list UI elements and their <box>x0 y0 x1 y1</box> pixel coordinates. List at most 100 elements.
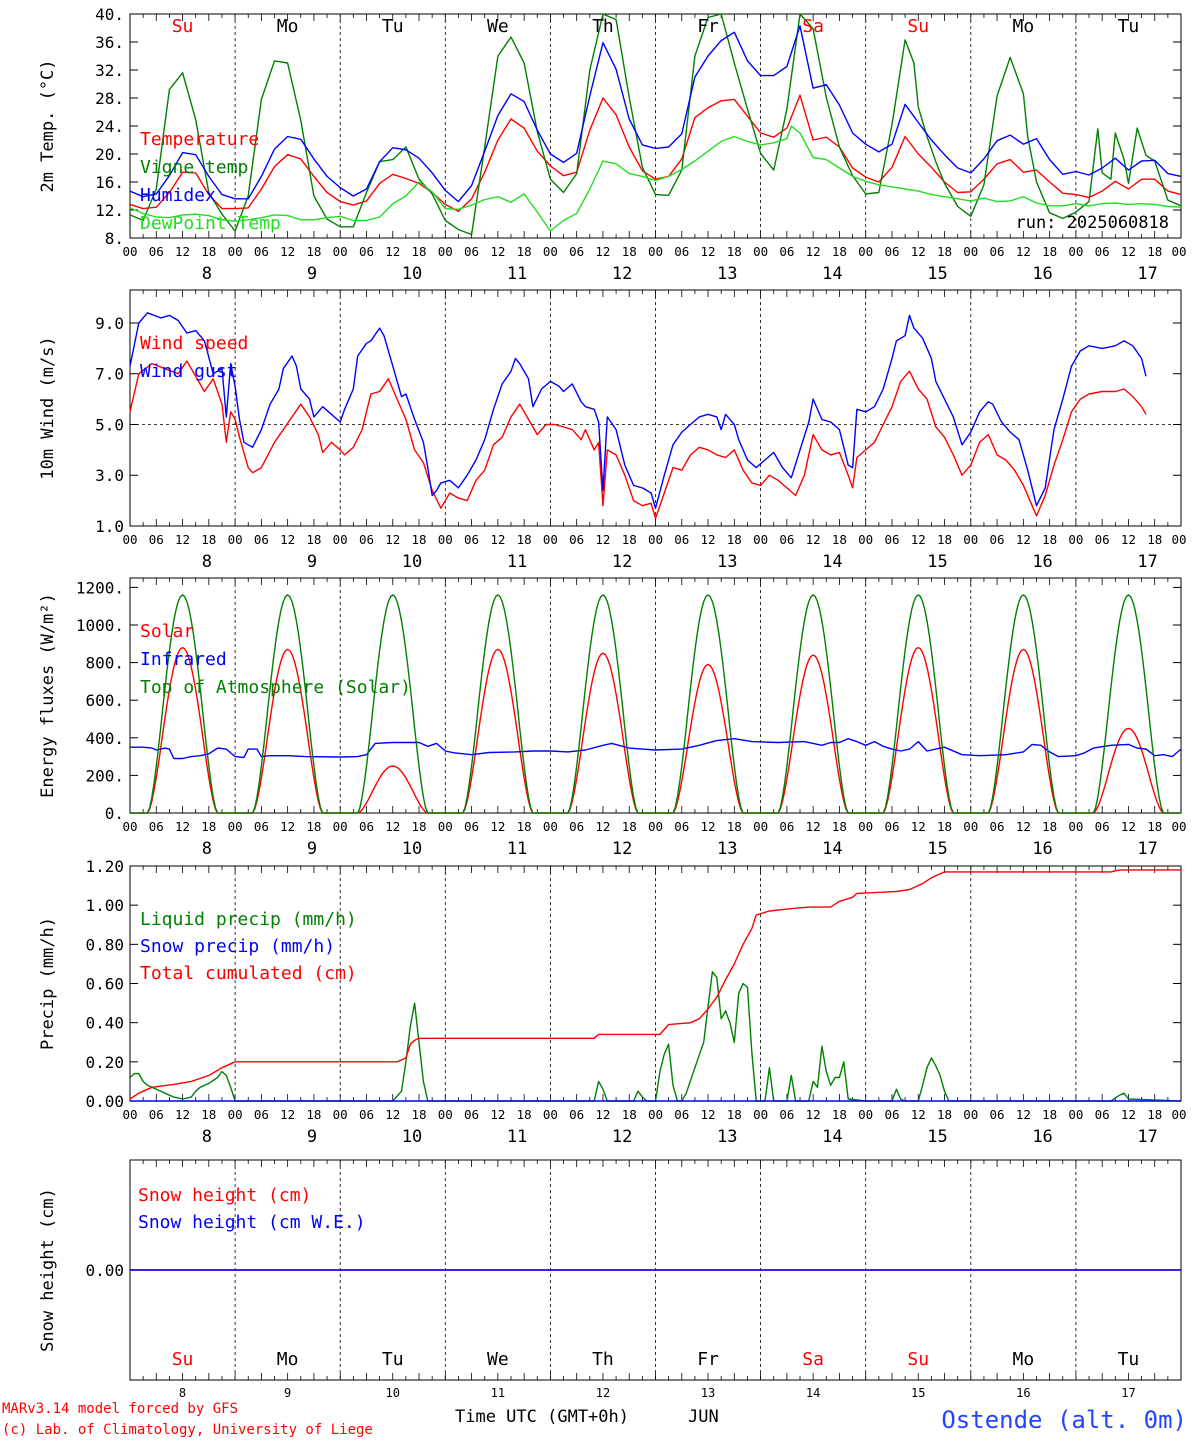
date-label: 13 <box>717 839 737 859</box>
hour-tick-label: 00 <box>648 532 663 547</box>
hour-tick-label: 06 <box>1095 244 1110 259</box>
hour-tick-label: 06 <box>884 1107 899 1122</box>
hour-tick-label: 06 <box>149 819 164 834</box>
hour-tick-label: 18 <box>1042 244 1057 259</box>
hour-tick-label: 00 <box>1171 819 1186 834</box>
hour-tick-label: 12 <box>385 1107 400 1122</box>
panel-4: 0.00 Snow height (cm) Snow height (cm) Snow… <box>38 1159 1182 1400</box>
panel-2: 0. 200. 400. 600. 800. 1000. 1200. Energy fluxe… <box>38 577 1187 859</box>
hour-tick-label: 12 <box>701 532 716 547</box>
hour-tick-label: 00 <box>1068 819 1083 834</box>
hour-tick-label: 00 <box>228 1107 243 1122</box>
hour-tick-label: 18 <box>411 532 426 547</box>
weekday-label: Sa <box>802 1349 824 1370</box>
weekday-label: Th <box>592 16 614 37</box>
hour-tick-label: 12 <box>280 244 295 259</box>
date-label: 9 <box>307 264 317 284</box>
hour-tick-label: 06 <box>779 819 794 834</box>
y-tick-label: 3.0 <box>95 466 124 485</box>
hour-tick-label: 12 <box>1016 532 1031 547</box>
hour-tick-label: 06 <box>254 819 269 834</box>
hour-tick-label: 00 <box>963 532 978 547</box>
date-label: 17 <box>1137 552 1157 572</box>
series-line-1 <box>130 738 1182 760</box>
hour-tick-label: 00 <box>753 1107 768 1122</box>
hour-tick-label: 12 <box>490 819 505 834</box>
hour-tick-label: 18 <box>306 819 321 834</box>
hour-tick-label: 12 <box>385 244 400 259</box>
y-axis-label: 10m Wind (m/s) <box>38 336 58 479</box>
legend-entry: Snow height (cm W.E.) <box>138 1212 366 1233</box>
hour-tick-label: 06 <box>359 244 374 259</box>
hour-tick-label: 12 <box>806 1107 821 1122</box>
hour-tick-label: 18 <box>1147 244 1162 259</box>
date-label: 17 <box>1137 1127 1157 1147</box>
date-label: 10 <box>402 264 422 284</box>
hour-tick-label: 12 <box>806 819 821 834</box>
hour-tick-label: 18 <box>306 532 321 547</box>
hour-tick-label: 06 <box>464 819 479 834</box>
hour-tick-label: 12 <box>280 1107 295 1122</box>
y-tick-label: 40. <box>95 5 124 24</box>
hour-tick-label: 12 <box>701 1107 716 1122</box>
date-label: 17 <box>1121 1386 1135 1400</box>
date-label: 16 <box>1032 839 1052 859</box>
panel-0: 8. 12. 16. 20. 24. 28. 32. 36. 40. 2m Temp. (°C) T… <box>38 5 1187 284</box>
plot-frame <box>129 13 1182 239</box>
y-tick-label: 0.00 <box>85 1261 124 1280</box>
date-label: 13 <box>717 552 737 572</box>
hour-tick-label: 12 <box>806 244 821 259</box>
hour-tick-label: 00 <box>333 244 348 259</box>
weekday-label: Tu <box>1118 1349 1140 1370</box>
hour-tick-label: 06 <box>1095 532 1110 547</box>
series-line-0 <box>129 94 1182 213</box>
hour-tick-label: 00 <box>438 244 453 259</box>
weekday-label: Su <box>172 1349 194 1370</box>
hour-tick-label: 18 <box>832 1107 847 1122</box>
hour-tick-label: 12 <box>911 819 926 834</box>
hour-tick-label: 18 <box>622 244 637 259</box>
hour-tick-label: 00 <box>1171 532 1186 547</box>
hour-tick-label: 18 <box>832 244 847 259</box>
hour-tick-label: 00 <box>858 244 873 259</box>
y-tick-label: 12. <box>95 201 124 220</box>
hour-tick-label: 12 <box>175 1107 190 1122</box>
date-label: 15 <box>927 839 947 859</box>
hour-tick-label: 18 <box>517 532 532 547</box>
hour-tick-label: 18 <box>832 532 847 547</box>
series-line-2 <box>130 594 1181 814</box>
hour-tick-label: 00 <box>543 819 558 834</box>
hour-tick-label: 18 <box>622 819 637 834</box>
hour-tick-label: 12 <box>701 244 716 259</box>
hour-tick-label: 06 <box>779 244 794 259</box>
hour-tick-label: 18 <box>517 1107 532 1122</box>
hour-tick-label: 18 <box>832 819 847 834</box>
y-tick-label: 5.0 <box>95 415 124 434</box>
legend-entry: Solar <box>140 621 194 642</box>
hour-tick-label: 00 <box>858 532 873 547</box>
legend-entry: Vigne temp <box>140 157 248 178</box>
hour-tick-label: 06 <box>884 532 899 547</box>
hour-tick-label: 18 <box>1042 532 1057 547</box>
hour-tick-label: 06 <box>674 244 689 259</box>
hour-tick-label: 06 <box>149 244 164 259</box>
hour-tick-label: 18 <box>622 532 637 547</box>
hour-tick-label: 00 <box>122 819 137 834</box>
hour-tick-label: 00 <box>333 532 348 547</box>
hour-tick-label: 00 <box>543 532 558 547</box>
hour-tick-label: 00 <box>858 819 873 834</box>
hour-tick-label: 12 <box>175 819 190 834</box>
date-label: 14 <box>822 1127 842 1147</box>
date-label: 16 <box>1032 552 1052 572</box>
hour-tick-label: 06 <box>464 244 479 259</box>
y-tick-label: 0.80 <box>85 935 124 954</box>
hour-tick-label: 12 <box>911 1107 926 1122</box>
hour-tick-label: 18 <box>937 1107 952 1122</box>
hour-tick-label: 12 <box>385 819 400 834</box>
hour-tick-label: 18 <box>411 1107 426 1122</box>
y-tick-label: 28. <box>95 89 124 108</box>
hour-tick-label: 12 <box>595 244 610 259</box>
hour-tick-label: 06 <box>464 1107 479 1122</box>
date-label: 9 <box>307 1127 317 1147</box>
y-tick-label: 7.0 <box>95 365 124 384</box>
